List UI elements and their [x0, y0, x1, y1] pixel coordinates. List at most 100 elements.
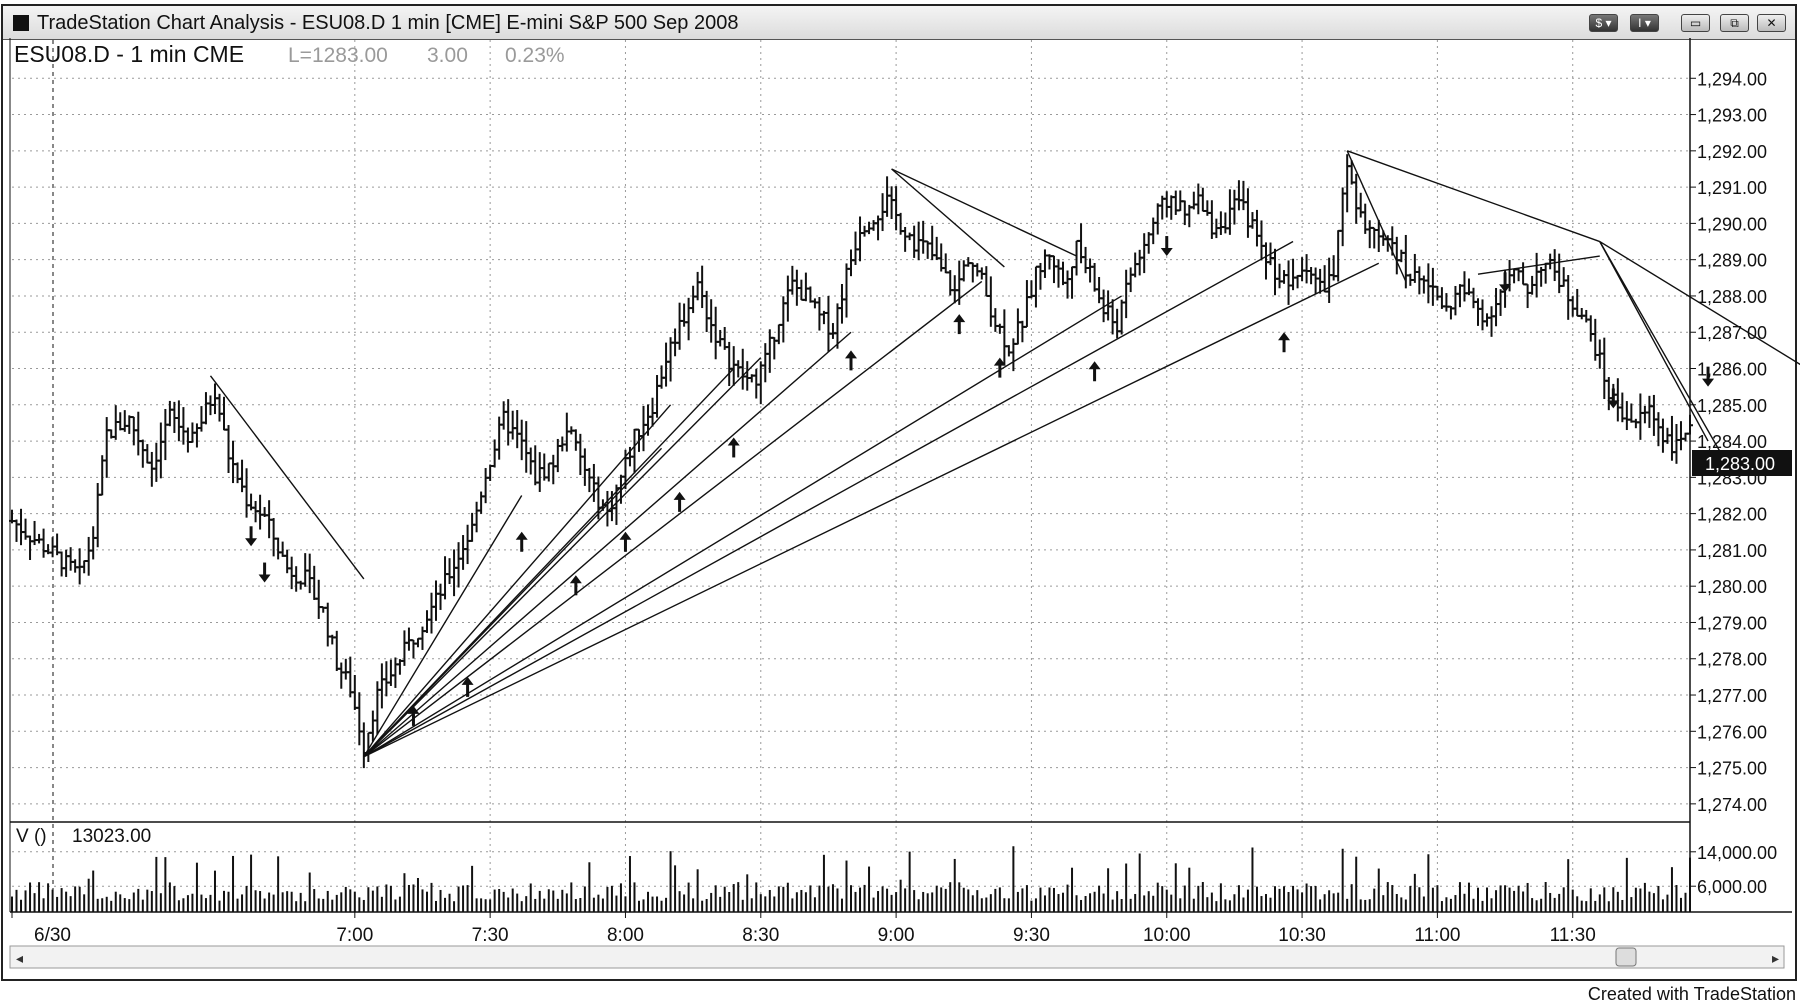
- price-bar: [730, 346, 737, 386]
- price-bar: [184, 427, 191, 453]
- price-bar: [1168, 195, 1175, 220]
- price-bar: [1163, 191, 1170, 218]
- price-bar: [103, 417, 110, 478]
- arrow-head: [245, 538, 258, 547]
- down-arrow-icon: [1702, 366, 1715, 387]
- price-bar: [315, 579, 322, 619]
- price-bar: [1335, 229, 1342, 282]
- price-bar: [378, 663, 385, 709]
- price-bar: [1069, 266, 1076, 299]
- price-bar: [1493, 288, 1500, 327]
- x-tick-label: 8:00: [607, 925, 644, 946]
- scrollbar-thumb[interactable]: [1615, 947, 1637, 967]
- y-tick-label: 1,294.00: [1697, 69, 1767, 89]
- price-bar: [545, 462, 552, 482]
- price-bar: [455, 542, 462, 588]
- price-bar: [401, 630, 408, 666]
- price-bar: [1253, 209, 1260, 247]
- price-bar: [442, 556, 449, 600]
- info-icon: I: [1638, 16, 1642, 30]
- price-bar: [1023, 280, 1030, 328]
- volume-value: 13023.00: [72, 826, 151, 847]
- horizontal-scrollbar[interactable]: [9, 945, 1785, 969]
- time-axis: 6/30 7:00 7:30 8:00 8:30 9:00 9:30 10:00 10:30 11…: [11, 912, 1596, 946]
- price-bar: [807, 286, 814, 303]
- price-bar: [1344, 154, 1351, 213]
- price-bar: [351, 675, 358, 710]
- restore-button[interactable]: ⧉: [1720, 14, 1749, 32]
- x-tick-label: 10:30: [1278, 925, 1326, 946]
- price-bar: [342, 658, 349, 680]
- price-bar: [1398, 249, 1405, 263]
- down-arrow-icon: [258, 562, 271, 583]
- price-bar: [1055, 259, 1062, 288]
- price-bar: [1565, 275, 1572, 320]
- price-bar: [1366, 220, 1373, 249]
- y-tick-label: 1,282.00: [1697, 505, 1767, 525]
- price-bar: [852, 231, 859, 265]
- trendline: [363, 495, 523, 758]
- price-bar: [690, 285, 697, 314]
- trendline: [1599, 241, 1732, 471]
- price-bar: [1578, 308, 1585, 320]
- price-bar: [1673, 424, 1680, 464]
- arrow-head: [993, 357, 1006, 366]
- price-bar: [1303, 254, 1310, 284]
- x-tick-label: 11:00: [1414, 925, 1460, 946]
- price-bar: [1154, 203, 1161, 235]
- price-bar: [550, 454, 557, 485]
- price-bar: [329, 634, 336, 645]
- price-bar: [460, 535, 467, 570]
- down-arrow-icon: [245, 526, 258, 547]
- price-bar: [1281, 270, 1288, 284]
- minimize-button[interactable]: ▭: [1681, 14, 1710, 32]
- close-button[interactable]: ✕: [1757, 14, 1786, 32]
- price-bar: [1353, 173, 1360, 224]
- price-bar: [1623, 401, 1630, 431]
- price-bar: [1244, 188, 1251, 238]
- scroll-right-icon[interactable]: ▸: [1772, 950, 1779, 966]
- price-bar: [906, 232, 913, 241]
- price-bar: [324, 602, 331, 647]
- info-menu-button[interactable]: I ▾: [1630, 14, 1659, 32]
- arrow-head: [1088, 361, 1101, 370]
- price-bar: [1560, 267, 1567, 287]
- close-icon: ✕: [1766, 16, 1777, 30]
- price-bar: [500, 401, 507, 430]
- price-bar: [365, 731, 372, 763]
- price-bar: [126, 415, 133, 434]
- price-bar: [1632, 418, 1639, 429]
- x-tick-label: 7:30: [472, 925, 509, 946]
- price-bar: [1226, 189, 1233, 235]
- price-bar: [81, 560, 88, 574]
- chart-symbol: ESU08.D - 1 min CME: [14, 41, 244, 67]
- price-bar: [960, 260, 967, 282]
- arrow-head: [1607, 400, 1620, 409]
- price-bar: [1001, 309, 1008, 366]
- scroll-left-icon[interactable]: ◂: [16, 950, 23, 966]
- title-bar[interactable]: TradeStation Chart Analysis - ESU08.D 1 …: [3, 6, 1795, 40]
- y-tick-label: 1,289.00: [1697, 251, 1767, 271]
- price-bar: [1276, 263, 1283, 289]
- price-bar: [1646, 395, 1653, 428]
- price-bar: [870, 220, 877, 231]
- price-bar: [1019, 320, 1026, 343]
- price-bar: [1456, 284, 1463, 308]
- trendline: [1477, 255, 1600, 275]
- price-bar: [1479, 299, 1486, 331]
- price-bar: [505, 399, 512, 446]
- volume-label: V (): [16, 826, 47, 847]
- price-bar: [333, 630, 340, 672]
- price-bar: [1041, 249, 1048, 278]
- trendline: [363, 280, 983, 758]
- up-arrow-icon: [673, 491, 686, 512]
- up-arrow-icon: [727, 437, 740, 458]
- price-bar: [987, 276, 994, 327]
- dollar-menu-button[interactable]: $ ▾: [1589, 14, 1618, 32]
- price-bar: [572, 429, 579, 451]
- last-price-tag-text: 1,283.00: [1705, 454, 1775, 474]
- price-bar: [288, 556, 295, 590]
- price-bar: [153, 442, 160, 482]
- price-bar: [911, 225, 918, 258]
